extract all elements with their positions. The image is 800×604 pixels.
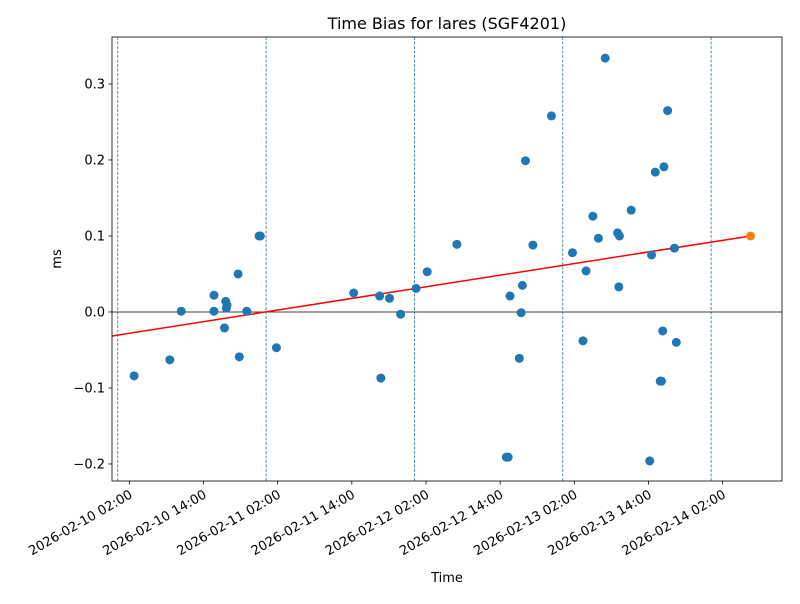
measurements-point	[376, 373, 386, 383]
measurements-point	[614, 231, 624, 241]
x-axis-label: Time	[430, 571, 463, 586]
measurements-point	[411, 283, 421, 293]
measurements-point	[517, 280, 527, 290]
chart-title: Time Bias for lares (SGF4201)	[327, 14, 567, 33]
prediction-point	[745, 231, 755, 241]
measurements-point	[645, 456, 655, 466]
measurements-point	[385, 293, 395, 303]
measurements-point	[422, 267, 432, 277]
y-tick-label: −0.1	[73, 381, 105, 396]
measurements-point	[396, 309, 406, 319]
measurements-point	[669, 243, 679, 253]
measurements-point	[588, 211, 598, 221]
measurements-point	[349, 288, 359, 298]
measurements-point	[209, 290, 219, 300]
measurements-point	[658, 326, 668, 336]
measurements-point	[242, 306, 252, 316]
measurements-point	[614, 282, 624, 292]
y-tick-label: −0.2	[73, 457, 105, 472]
measurements-point	[546, 111, 556, 121]
y-tick-label: 0.1	[84, 229, 105, 244]
measurements-point	[650, 167, 660, 177]
measurements-point	[656, 376, 666, 386]
y-tick-label: 0.0	[84, 305, 105, 320]
measurements-point	[209, 306, 219, 316]
measurements-point	[222, 300, 232, 310]
trend-line	[112, 235, 751, 337]
measurements-point	[520, 156, 530, 166]
measurements-point	[581, 266, 591, 276]
measurements-point	[593, 233, 603, 243]
measurements-point	[659, 162, 669, 172]
y-tick-label: 0.3	[84, 77, 105, 92]
measurements-point	[514, 353, 524, 363]
measurements-point	[567, 248, 577, 258]
measurements-point	[528, 240, 538, 250]
measurements-point	[129, 371, 139, 381]
measurements-point	[271, 343, 281, 353]
y-tick-label: 0.2	[84, 153, 105, 168]
measurements-point	[452, 239, 462, 249]
axes-frame	[111, 36, 783, 482]
measurements-point	[176, 306, 186, 316]
measurements-point	[255, 231, 265, 241]
measurements-point	[516, 308, 526, 318]
measurements-point	[503, 452, 513, 462]
measurements-point	[647, 250, 657, 260]
measurements-point	[233, 269, 243, 279]
measurements-point	[375, 291, 385, 301]
measurements-point	[671, 337, 681, 347]
measurements-point	[234, 352, 244, 362]
measurements-point	[626, 205, 636, 215]
measurements-point	[505, 291, 515, 301]
measurements-point	[663, 106, 673, 116]
measurements-point	[600, 53, 610, 63]
measurements-point	[165, 355, 175, 365]
measurements-point	[578, 336, 588, 346]
measurements-point	[219, 323, 229, 333]
y-axis-label: ms	[50, 249, 65, 269]
